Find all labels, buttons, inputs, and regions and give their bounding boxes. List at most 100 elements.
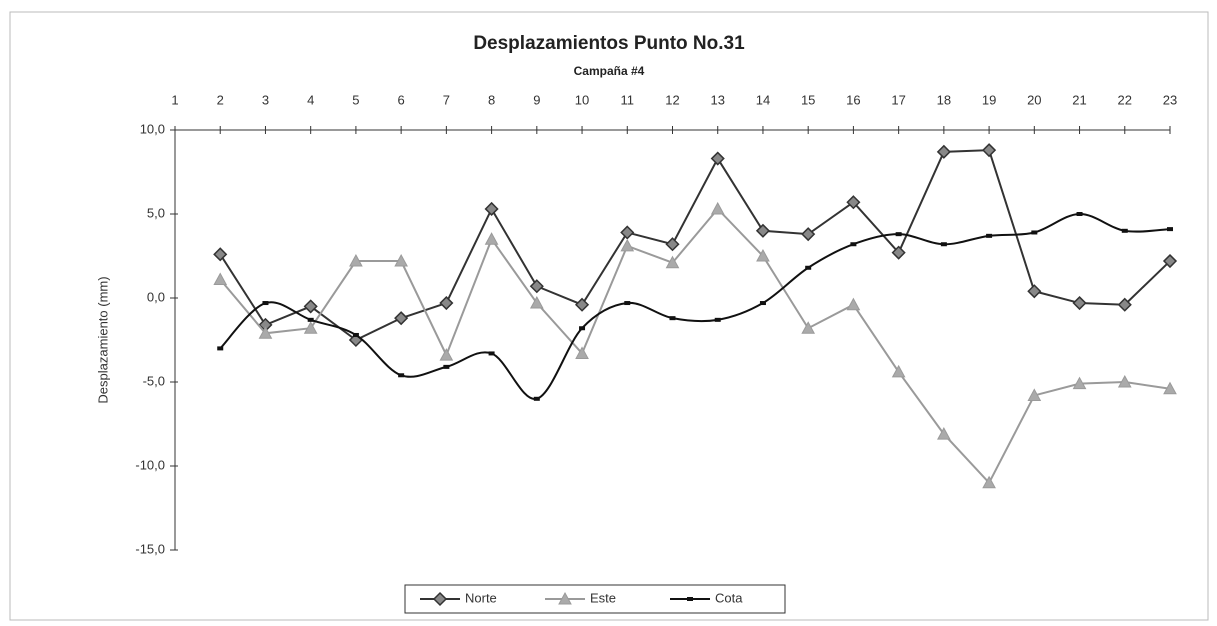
chart-title: Desplazamientos Punto No.31 [473,33,745,54]
data-point [940,242,947,247]
data-point [755,223,771,238]
data-point [982,143,997,158]
data-point [1076,212,1083,216]
data-point [714,317,721,322]
y-axis-label: Desplazamiento (mm) [95,276,110,403]
legend-marker [687,597,693,601]
data-point [895,232,902,237]
data-point [488,351,495,356]
data-point [1167,227,1173,232]
data-point [575,346,589,359]
data-point [213,272,228,286]
data-point [1027,388,1042,401]
y-tick-label: -15,0 [135,541,165,556]
data-point [665,237,680,252]
data-point [801,227,816,242]
data-point [443,364,450,369]
data-point [349,253,363,267]
data-point [574,297,590,312]
series-line [219,207,1171,485]
x-tick-label: 5 [352,92,359,107]
data-point [439,348,454,361]
data-point [213,247,228,262]
data-point [579,326,586,331]
x-tick-label: 3 [262,92,269,107]
data-point [805,265,812,270]
series-line [219,149,1171,342]
data-point [846,195,861,210]
data-point [1027,284,1042,299]
chart-subtitle: Campaña #4 [574,64,645,78]
data-point [307,317,314,322]
data-point [801,321,816,334]
legend-label: Cota [715,590,743,605]
data-point [258,326,273,339]
legend-box [404,584,786,614]
x-tick-label: 1 [171,92,178,107]
data-point [986,233,993,238]
data-point [484,232,499,245]
data-point [303,299,318,314]
x-tick-label: 7 [443,92,450,107]
x-tick-label: 6 [398,92,405,107]
data-point [710,151,725,166]
y-tick-label: 10,0 [140,121,165,136]
y-tick-label: 0,0 [147,289,165,304]
series-line [219,212,1171,400]
x-tick-label: 4 [307,92,314,107]
data-point [394,311,409,326]
data-point [1117,297,1132,312]
chart-frame [9,11,1209,621]
data-point [937,427,951,440]
data-point [850,242,857,247]
data-point [262,301,269,306]
x-tick-label: 16 [846,92,860,107]
data-point [665,255,680,269]
x-tick-label: 9 [533,92,540,107]
data-point [352,332,359,337]
x-tick-label: 21 [1072,92,1086,107]
data-point [398,373,405,378]
x-tick-label: 23 [1163,92,1177,107]
x-tick-label: 8 [488,92,495,107]
legend-marker [558,591,572,605]
data-point [891,364,906,378]
data-point [620,238,635,252]
data-point [533,396,540,401]
data-point [936,144,951,159]
data-point [1072,295,1087,311]
x-tick-label: 17 [891,92,905,107]
data-point [484,201,499,217]
x-tick-label: 14 [756,92,770,107]
data-point [303,321,318,334]
data-point [529,295,544,309]
x-tick-label: 19 [982,92,996,107]
data-point [669,316,676,321]
data-point [759,301,766,306]
data-point [756,248,770,262]
data-point [1163,381,1177,395]
data-point [1031,230,1038,235]
data-point [982,475,996,489]
data-point [624,301,631,306]
data-point [710,201,725,215]
data-point [891,245,906,260]
data-point [529,279,544,294]
data-point [439,295,454,311]
x-tick-label: 12 [665,92,679,107]
data-point [1162,253,1178,269]
x-tick-label: 22 [1118,92,1132,107]
data-point [1072,376,1087,390]
data-point [1121,228,1128,233]
y-tick-label: 5,0 [147,205,165,220]
data-point [394,253,408,267]
x-tick-label: 2 [217,92,224,107]
y-tick-label: -5,0 [143,373,165,388]
x-tick-label: 20 [1027,92,1041,107]
data-point [1117,374,1132,388]
legend-label: Este [590,590,616,605]
y-tick-label: -10,0 [135,457,165,472]
data-point [620,225,635,240]
data-point [846,297,861,311]
x-tick-label: 15 [801,92,815,107]
